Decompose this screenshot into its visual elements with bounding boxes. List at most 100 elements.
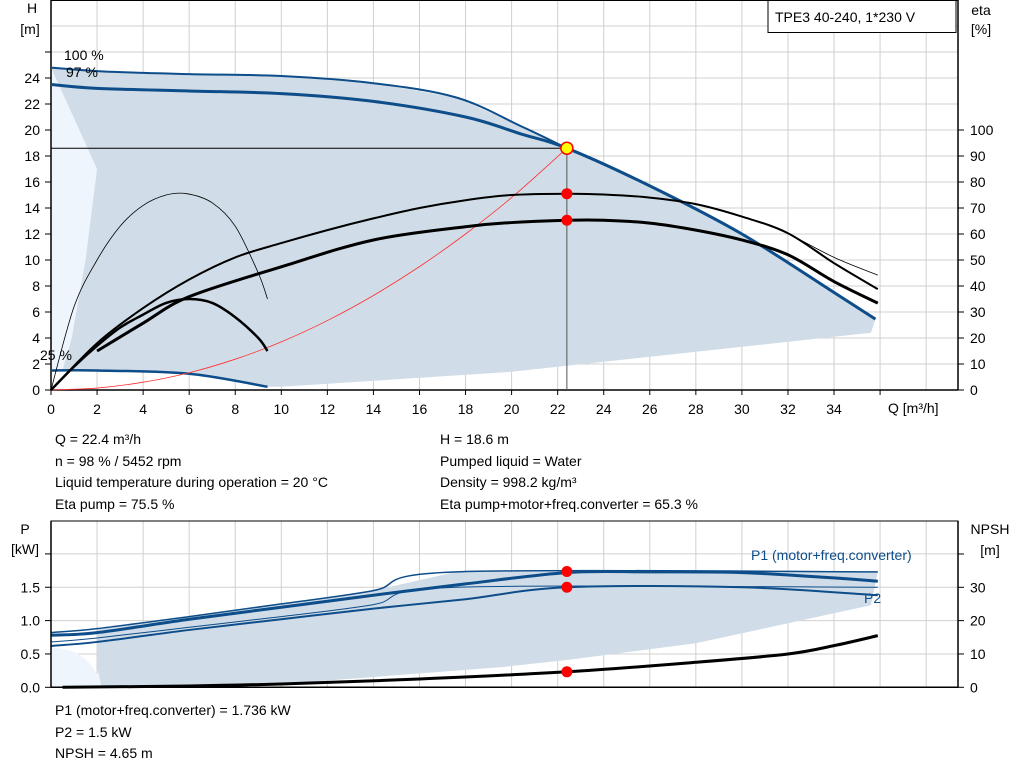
x-tick-label: 20 — [504, 401, 520, 417]
npsh-tick-label: 10 — [970, 646, 986, 662]
p-axis-unit: [kW] — [11, 541, 39, 557]
x-tick-label: 16 — [412, 401, 428, 417]
p-tick-label: 0.0 — [21, 679, 41, 695]
y2-tick-label: 10 — [970, 356, 986, 372]
p1-curve-label: P1 (motor+freq.converter) — [751, 547, 912, 563]
y-tick-label: 2 — [32, 356, 40, 372]
results-top-right: H = 18.6 m Pumped liquid = Water Density… — [440, 429, 698, 515]
y2-tick-label: 90 — [970, 148, 986, 164]
bottom-operating-area — [97, 571, 878, 688]
speed-label-100: 100 % — [64, 47, 104, 63]
y-tick-label: 10 — [24, 252, 40, 268]
x-tick-label: 24 — [596, 401, 612, 417]
speed-label-25: 25 % — [40, 347, 72, 363]
operating-point — [560, 141, 574, 155]
curve-eta-pump — [50, 192, 879, 391]
curve-eta-total-min — [50, 297, 269, 391]
curve-h-op — [50, 83, 877, 321]
x-tick-label: 6 — [185, 401, 193, 417]
y2-tick-label: 40 — [970, 278, 986, 294]
npsh-axis-label: NPSH — [971, 521, 1010, 537]
y2-tick-label: 0 — [970, 382, 978, 398]
npsh-axis-unit: [m] — [980, 542, 999, 558]
x-tick-label: 12 — [320, 401, 336, 417]
result-liquid: Pumped liquid = Water — [440, 452, 582, 469]
y-tick-label: 18 — [24, 148, 40, 164]
result-head: H = 18.6 m — [440, 431, 509, 447]
speed-label-97: 97 % — [66, 64, 98, 80]
npsh-tick-label: 0 — [970, 679, 978, 695]
y2-axis-label: eta — [971, 2, 991, 18]
curve-h-max — [50, 66, 568, 150]
x-tick-label: 4 — [139, 401, 147, 417]
results-top-left: Q = 22.4 m³/h n = 98 % / 5452 rpm Liquid… — [55, 429, 328, 515]
npsh-point — [561, 666, 573, 678]
x-tick-label: 34 — [826, 401, 842, 417]
chart-title: TPE3 40-240, 1*230 V — [775, 9, 916, 25]
npsh-tick-label: 20 — [970, 613, 986, 629]
y2-axis-unit: [%] — [971, 21, 991, 37]
result-density: Density = 998.2 kg/m³ — [440, 474, 577, 490]
curve-eta-total — [96, 218, 879, 353]
y-axis-unit: [m] — [20, 21, 39, 37]
result-npsh: NPSH = 4.65 m — [55, 745, 153, 761]
result-temperature: Liquid temperature during operation = 20… — [55, 474, 328, 490]
p-tick-label: 1.5 — [21, 579, 41, 595]
curve-p1 — [50, 569, 878, 637]
p2-curve-label: P2 — [864, 590, 881, 606]
y-tick-label: 14 — [24, 200, 40, 216]
results-bottom: P1 (motor+freq.converter) = 1.736 kW P2 … — [55, 700, 291, 765]
y-tick-label: 8 — [32, 278, 40, 294]
y-tick-label: 12 — [24, 226, 40, 242]
x-tick-label: 28 — [688, 401, 704, 417]
p2-point — [561, 581, 573, 593]
x-tick-label: 30 — [734, 401, 750, 417]
result-speed: n = 98 % / 5452 rpm — [55, 452, 182, 469]
x-tick-label: 18 — [458, 401, 474, 417]
p-axis-label: P — [20, 521, 29, 537]
x-tick-label: 2 — [93, 401, 101, 417]
x-tick-label: 0 — [47, 401, 55, 417]
curve-eta-pump-min — [50, 192, 268, 391]
y-tick-label: 22 — [24, 96, 40, 112]
y-tick-label: 0 — [32, 382, 40, 398]
curve-p2 — [50, 584, 878, 647]
result-flow: Q = 22.4 m³/h — [55, 431, 141, 447]
y2-tick-label: 20 — [970, 330, 986, 346]
eta-total-point — [561, 214, 573, 226]
x-tick-label: 10 — [274, 401, 290, 417]
y-tick-label: 24 — [24, 70, 40, 86]
result-p2: P2 = 1.5 kW — [55, 723, 132, 740]
p-tick-label: 0.5 — [21, 646, 41, 662]
x-tick-label: 32 — [780, 401, 796, 417]
y2-tick-label: 80 — [970, 174, 986, 190]
x-tick-label: 26 — [642, 401, 658, 417]
curve-system-curve — [50, 147, 568, 391]
title-box — [767, 0, 957, 33]
curve-eta-pump-max — [787, 232, 878, 276]
result-p1: P1 (motor+freq.converter) = 1.736 kW — [55, 702, 291, 718]
npsh-tick-label: 30 — [970, 579, 986, 595]
result-eta-pump: Eta pump = 75.5 % — [55, 495, 175, 512]
y-axis-label: H — [27, 0, 37, 16]
y-tick-label: 16 — [24, 174, 40, 190]
curve-npsh — [62, 634, 879, 689]
x-axis-label: Q [m³/h] — [888, 400, 939, 416]
result-eta-total: Eta pump+motor+freq.converter = 65.3 % — [440, 495, 698, 512]
y-tick-label: 6 — [32, 304, 40, 320]
y2-tick-label: 50 — [970, 252, 986, 268]
x-tick-label: 8 — [231, 401, 239, 417]
y2-tick-label: 30 — [970, 304, 986, 320]
y2-tick-label: 100 — [970, 122, 994, 138]
bottom-light-area — [51, 647, 103, 689]
y2-tick-label: 70 — [970, 200, 986, 216]
eta-pump-point — [561, 188, 573, 200]
x-tick-label: 14 — [366, 401, 382, 417]
y-tick-label: 20 — [24, 122, 40, 138]
y-tick-label: 4 — [32, 330, 40, 346]
p-tick-label: 1.0 — [21, 613, 41, 629]
x-tick-label: 22 — [550, 401, 566, 417]
p1-point — [561, 566, 573, 578]
